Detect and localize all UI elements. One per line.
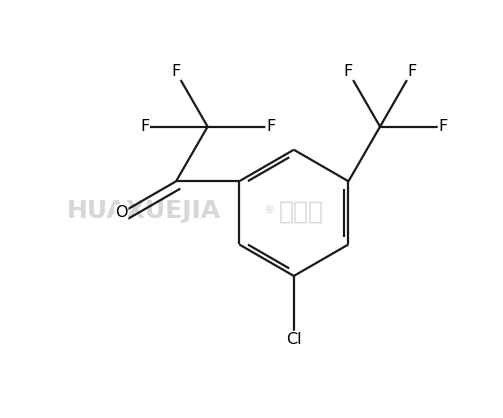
Text: HUAXUEJIA: HUAXUEJIA [67, 199, 221, 223]
Text: O: O [115, 205, 128, 220]
Text: F: F [140, 119, 149, 134]
Text: 化学加: 化学加 [279, 199, 323, 223]
Text: Cl: Cl [286, 331, 302, 347]
Text: F: F [266, 119, 275, 134]
Text: F: F [439, 119, 448, 134]
Text: F: F [344, 64, 353, 79]
Text: F: F [407, 64, 416, 79]
Text: ®: ® [263, 206, 274, 216]
Text: F: F [172, 64, 181, 79]
